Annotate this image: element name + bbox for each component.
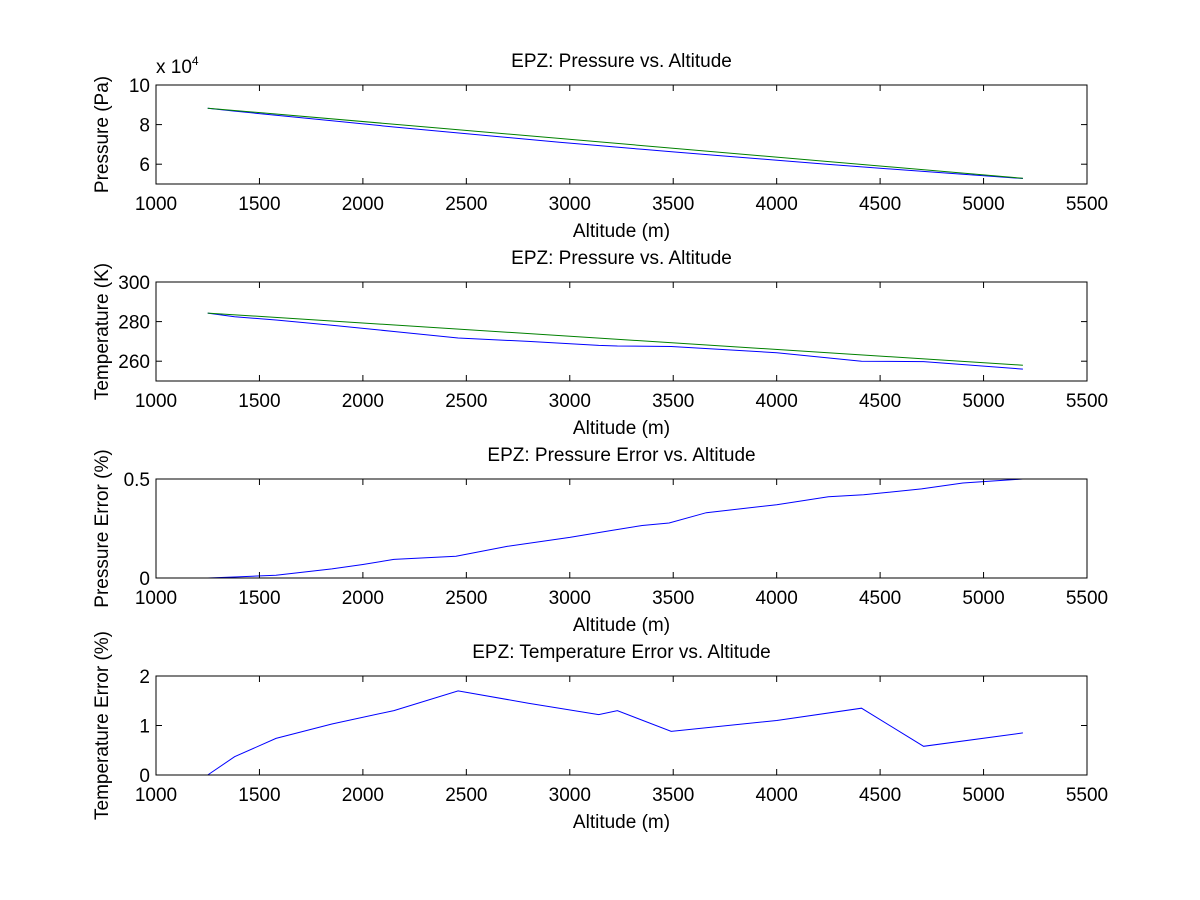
axes-box-3 (155, 478, 1088, 579)
y-tick-label-2: 300 (118, 273, 150, 294)
y-tick-label-3: 0.5 (124, 470, 150, 491)
x-tick-label-1: 2000 (342, 194, 384, 215)
y-tick-label-4: 2 (139, 667, 150, 688)
subplot-3: 1000 1500 2000 2500 3000 3500 4000 4500 5000 5500… (92, 445, 1108, 636)
y-tick-label-1: 6 (139, 155, 150, 176)
x-tick-label-3: 3500 (652, 588, 694, 609)
x-tick-label-1: 2500 (445, 194, 487, 215)
chart-title-3: EPZ: Pressure Error vs. Altitude (487, 445, 755, 466)
y-tick-label-1: 10 (129, 76, 150, 97)
chart-title-4: EPZ: Temperature Error vs. Altitude (472, 642, 771, 663)
x-tick-label-4: 4500 (859, 785, 901, 806)
axes-box-2 (155, 281, 1088, 382)
y-axis-label-3: Pressure Error (%) (92, 449, 113, 607)
series-line-2-2 (207, 312, 1023, 366)
series-line-3-1 (207, 478, 1023, 579)
subplot-1: 1000 1500 2000 2500 3000 3500 4000 4500 5000 5500… (92, 51, 1108, 242)
y-axis-label-4: Temperature Error (%) (92, 631, 113, 820)
x-tick-label-4: 1500 (238, 785, 280, 806)
x-axis-label-1: Altitude (m) (573, 221, 670, 242)
x-axis-label-4: Altitude (m) (573, 812, 670, 833)
x-tick-label-4: 3500 (652, 785, 694, 806)
x-tick-label-1: 3500 (652, 194, 694, 215)
x-tick-label-1: 1000 (135, 194, 177, 215)
x-tick-label-2: 3000 (549, 391, 591, 412)
x-tick-label-2: 1500 (238, 391, 280, 412)
x-tick-label-2: 2500 (445, 391, 487, 412)
y-tick-label-2: 280 (118, 313, 150, 334)
x-tick-label-2: 4500 (859, 391, 901, 412)
x-tick-label-1: 3000 (549, 194, 591, 215)
axes-box-1 (155, 84, 1088, 185)
x-tick-label-3: 2500 (445, 588, 487, 609)
x-tick-label-3: 5000 (962, 588, 1004, 609)
x-tick-label-1: 1500 (238, 194, 280, 215)
x-axis-label-2: Altitude (m) (573, 418, 670, 439)
y-tick-label-1: 8 (139, 116, 150, 137)
series-line-1-2 (207, 107, 1023, 179)
x-tick-label-3: 1500 (238, 588, 280, 609)
x-tick-label-2: 5000 (962, 391, 1004, 412)
plot-area-2 (156, 282, 1087, 381)
chart-title-1: EPZ: Pressure vs. Altitude (511, 51, 732, 72)
plot-area-1 (156, 85, 1087, 184)
y-tick-label-4: 1 (139, 717, 150, 738)
x-tick-label-3: 4000 (756, 588, 798, 609)
x-tick-label-3: 4500 (859, 588, 901, 609)
x-tick-label-2: 2000 (342, 391, 384, 412)
x-tick-label-3: 5500 (1066, 588, 1108, 609)
x-tick-label-2: 1000 (135, 391, 177, 412)
x-tick-label-3: 2000 (342, 588, 384, 609)
x-tick-label-3: 1000 (135, 588, 177, 609)
plot-area-4 (156, 676, 1087, 775)
y-tick-label-3: 0 (139, 569, 150, 590)
x-tick-label-1: 5000 (962, 194, 1004, 215)
x-tick-label-2: 4000 (756, 391, 798, 412)
x-tick-label-1: 4000 (756, 194, 798, 215)
chart-title-2: EPZ: Pressure vs. Altitude (511, 248, 732, 269)
x-tick-label-1: 4500 (859, 194, 901, 215)
y-tick-label-4: 0 (139, 766, 150, 787)
x-tick-label-4: 5000 (962, 785, 1004, 806)
x-tick-label-2: 3500 (652, 391, 694, 412)
series-line-4-1 (207, 690, 1023, 776)
x-tick-label-2: 5500 (1066, 391, 1108, 412)
y-tick-label-2: 260 (118, 352, 150, 373)
x-tick-label-4: 5500 (1066, 785, 1108, 806)
x-tick-label-4: 1000 (135, 785, 177, 806)
x-tick-label-3: 3000 (549, 588, 591, 609)
series-line-1-1 (207, 107, 1023, 179)
y-axis-label-2: Temperature (K) (92, 263, 113, 400)
x-tick-label-4: 2500 (445, 785, 487, 806)
x-tick-label-4: 3000 (549, 785, 591, 806)
series-line-2-1 (207, 312, 1023, 370)
y-exponent-label-1: x 104 (156, 54, 199, 78)
x-axis-label-3: Altitude (m) (573, 615, 670, 636)
x-tick-label-4: 2000 (342, 785, 384, 806)
subplot-4: 1000 1500 2000 2500 3000 3500 4000 4500 5000 5500… (92, 631, 1108, 833)
x-tick-label-4: 4000 (756, 785, 798, 806)
y-axis-label-1: Pressure (Pa) (92, 76, 113, 193)
x-tick-label-1: 5500 (1066, 194, 1108, 215)
subplot-2: 1000 1500 2000 2500 3000 3500 4000 4500 5000 5500… (92, 248, 1108, 439)
